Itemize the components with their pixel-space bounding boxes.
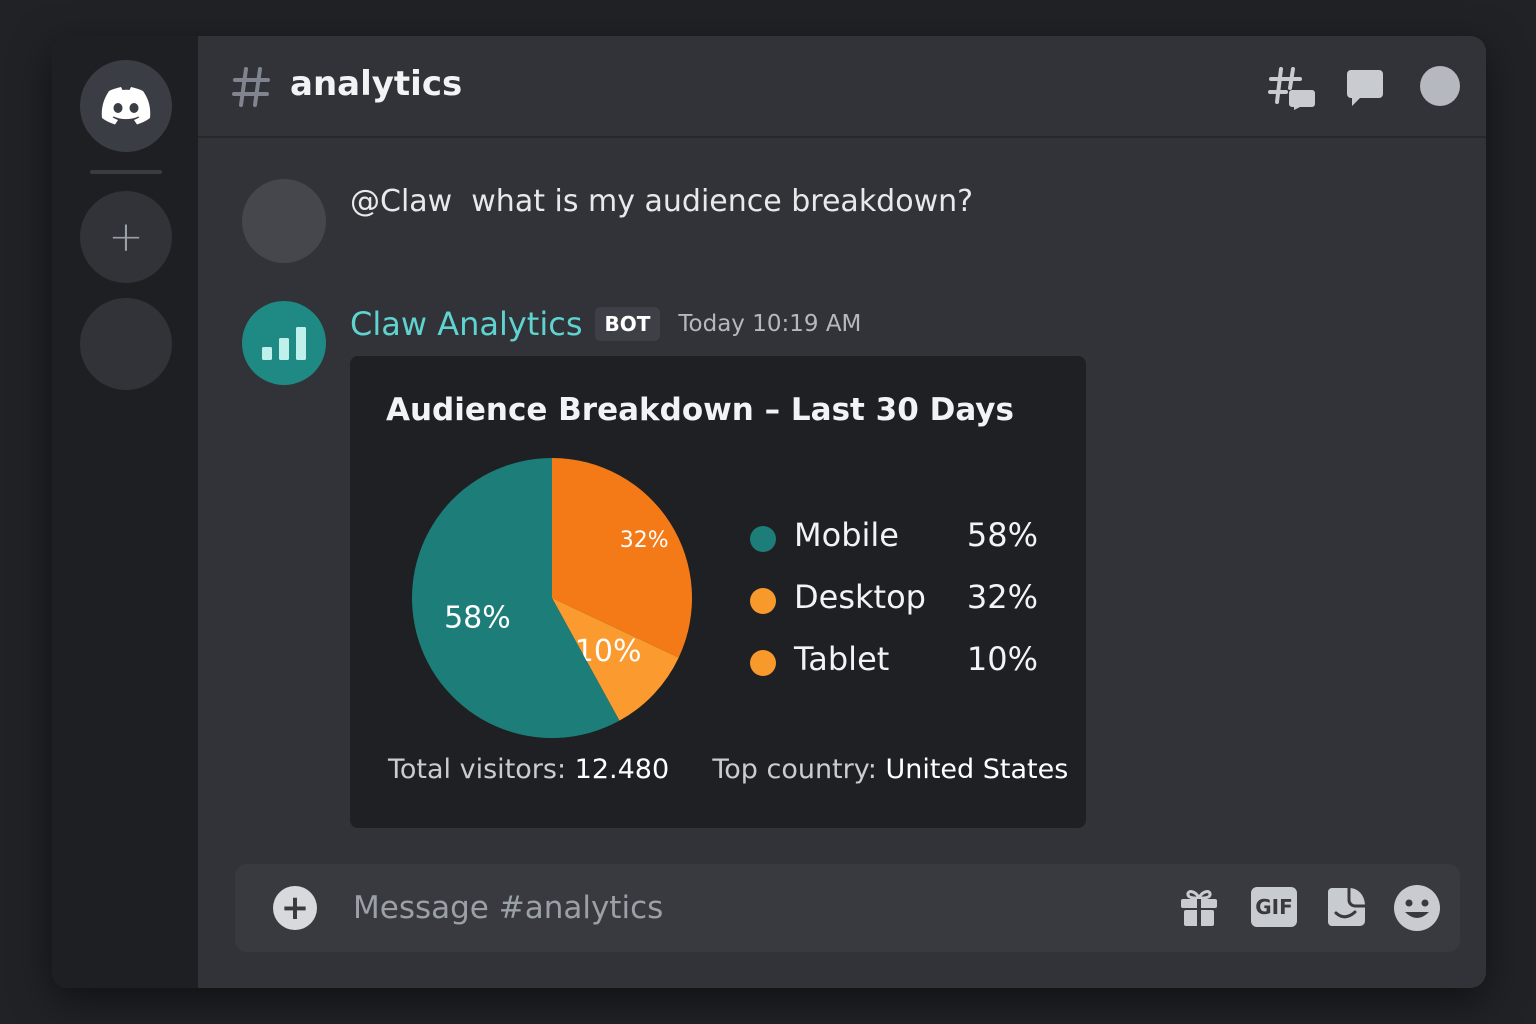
chat-bubble-icon[interactable] [1346,68,1384,108]
server-icon[interactable] [80,298,172,390]
embed-title: Audience Breakdown – Last 30 Days [386,392,1014,428]
discord-logo-icon [101,87,151,125]
legend-label: Tablet [794,640,890,678]
hash-icon [232,67,270,107]
gif-button[interactable]: GIF [1251,887,1297,927]
profile-circle-icon[interactable] [1420,66,1460,106]
pie-slice-mobile [412,458,620,738]
plus-icon: + [108,212,144,261]
bar-chart-icon [262,327,306,360]
visitors-label: Total visitors: [388,754,567,785]
bot-message-header: Claw Analytics BOT Today 10:19 AM [350,304,861,344]
user-avatar[interactable] [242,179,326,263]
pie-chart: 32% 10% 58% [402,448,702,748]
server-rail: + [52,36,198,988]
visitors-value: 12.480 [574,754,670,785]
bot-badge: BOT [594,307,661,341]
app-window: + analytics [52,36,1486,988]
country-label: Top country: [712,754,877,785]
threads-icon[interactable] [1268,66,1316,110]
gift-icon[interactable] [1179,886,1219,928]
legend-label: Mobile [794,516,899,554]
rail-separator [90,170,162,174]
pie-label-desktop: 32% [620,528,669,553]
gif-icon: GIF [1255,895,1293,919]
emoji-icon[interactable] [1393,884,1441,932]
sticker-icon[interactable] [1327,886,1367,928]
server-home-button[interactable] [80,60,172,152]
country-value: United States [885,754,1069,785]
pie-slice-tablet [552,598,679,721]
message-composer: + GIF [235,864,1460,952]
legend-dot [750,650,776,676]
attach-button[interactable]: + [273,886,317,930]
legend-item-desktop: Desktop 32% [746,576,1046,638]
pie-label-mobile: 58% [444,601,511,636]
legend-dot [750,526,776,552]
bot-name[interactable]: Claw Analytics [350,305,583,343]
message-timestamp: Today 10:19 AM [678,311,862,337]
message-input[interactable] [353,880,1133,936]
user-message-text: @Claw what is my audience breakdown? [350,184,974,219]
legend-value: 58% [966,516,1038,554]
pie-slice-desktop [552,458,692,658]
channel-header: analytics [198,36,1486,138]
channel-title: analytics [290,64,463,104]
legend-value: 32% [966,578,1038,616]
analytics-embed: Audience Breakdown – Last 30 Days 32% 10%… [350,356,1086,828]
legend-value: 10% [966,640,1038,678]
bot-avatar[interactable] [242,301,326,385]
plus-circle-icon: + [280,888,310,928]
chat-area: analytics @Claw what is my audience brea… [198,36,1486,988]
legend-item-tablet: Tablet 10% [746,638,1046,700]
add-server-button[interactable]: + [80,191,172,283]
chart-legend: Mobile 58% Desktop 32% Tablet 10% [746,514,1046,700]
legend-label: Desktop [794,578,926,616]
legend-item-mobile: Mobile 58% [746,514,1046,576]
legend-dot [750,588,776,614]
embed-footer: Total visitors: 12.480 Top country: Unit… [388,754,1068,785]
pie-chart-svg: 32%10%58% [412,458,692,738]
